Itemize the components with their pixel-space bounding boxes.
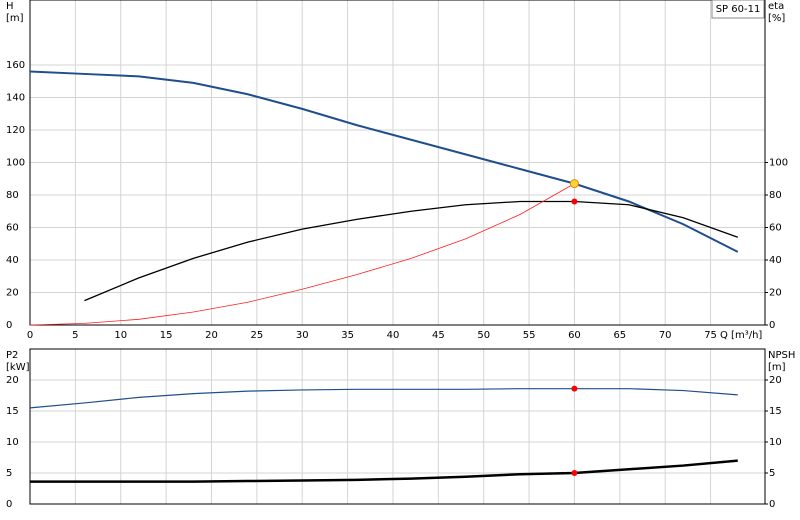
y-tick-label: 100 bbox=[6, 158, 25, 169]
x-tick-label: 60 bbox=[568, 330, 581, 341]
y2-tick-label: 5 bbox=[769, 468, 775, 479]
y-axis-label: P2 bbox=[6, 350, 18, 361]
y2-tick-label: 100 bbox=[769, 158, 788, 169]
y-tick-label: 40 bbox=[6, 255, 19, 266]
y2-tick-label: 20 bbox=[769, 375, 782, 386]
x-tick-label: 55 bbox=[523, 330, 536, 341]
y-tick-label: 60 bbox=[6, 223, 19, 234]
y-tick-label: 10 bbox=[6, 437, 19, 448]
x-tick-label: 65 bbox=[613, 330, 626, 341]
curve bbox=[29, 183, 575, 326]
y2-tick-label: 40 bbox=[769, 255, 782, 266]
y2-axis-unit: [%] bbox=[768, 13, 785, 24]
plot-frame bbox=[29, 348, 766, 505]
curve bbox=[29, 388, 738, 409]
curve bbox=[29, 70, 739, 253]
y2-tick-label: 15 bbox=[769, 406, 782, 417]
y2-tick-label: 0 bbox=[769, 499, 775, 510]
y-tick-label: 120 bbox=[6, 125, 25, 136]
chart-title: SP 60-11 bbox=[716, 4, 761, 15]
duty-point bbox=[571, 198, 578, 205]
y-tick-label: 20 bbox=[6, 288, 19, 299]
x-tick-label: 10 bbox=[114, 330, 127, 341]
y2-axis-unit: [m] bbox=[768, 362, 786, 373]
y2-tick-label: 10 bbox=[769, 437, 782, 448]
duty-point bbox=[571, 385, 578, 392]
y-tick-label: 15 bbox=[6, 406, 19, 417]
y2-axis-label: eta bbox=[768, 1, 784, 12]
duty-point bbox=[571, 470, 578, 476]
x-tick-label: 30 bbox=[296, 330, 309, 341]
x-tick-label: 70 bbox=[659, 330, 672, 341]
plot-frame bbox=[29, 0, 766, 326]
y-tick-label: 5 bbox=[6, 468, 12, 479]
title-box bbox=[711, 0, 765, 19]
x-tick-label: 15 bbox=[160, 330, 173, 341]
y2-tick-label: 0 bbox=[769, 320, 775, 331]
y-tick-label: 160 bbox=[6, 60, 25, 71]
x-tick-label: 20 bbox=[205, 330, 218, 341]
x-tick-label: 40 bbox=[387, 330, 400, 341]
y-tick-label: 0 bbox=[6, 320, 12, 331]
x-tick-label: 0 bbox=[27, 330, 33, 341]
y-axis-unit: [kW] bbox=[6, 362, 30, 373]
x-axis-label: Q [m³/h] bbox=[720, 330, 762, 341]
curve bbox=[30, 459, 738, 483]
y-tick-label: 80 bbox=[6, 190, 19, 201]
duty-point bbox=[569, 179, 579, 189]
y-tick-label: 0 bbox=[6, 499, 12, 510]
x-tick-label: 25 bbox=[250, 330, 263, 341]
y2-axis-label: NPSH bbox=[768, 350, 795, 361]
x-tick-label: 50 bbox=[477, 330, 490, 341]
y2-tick-label: 80 bbox=[769, 190, 782, 201]
y-axis-label: H bbox=[6, 1, 14, 12]
y-tick-label: 20 bbox=[6, 375, 19, 386]
curve bbox=[84, 200, 738, 302]
x-tick-label: 75 bbox=[704, 330, 717, 341]
x-tick-label: 35 bbox=[341, 330, 354, 341]
x-tick-label: 5 bbox=[72, 330, 78, 341]
y2-tick-label: 60 bbox=[769, 223, 782, 234]
y-axis-unit: [m] bbox=[6, 13, 24, 24]
y2-tick-label: 20 bbox=[769, 288, 782, 299]
x-tick-label: 45 bbox=[432, 330, 445, 341]
y-tick-label: 140 bbox=[6, 93, 25, 104]
